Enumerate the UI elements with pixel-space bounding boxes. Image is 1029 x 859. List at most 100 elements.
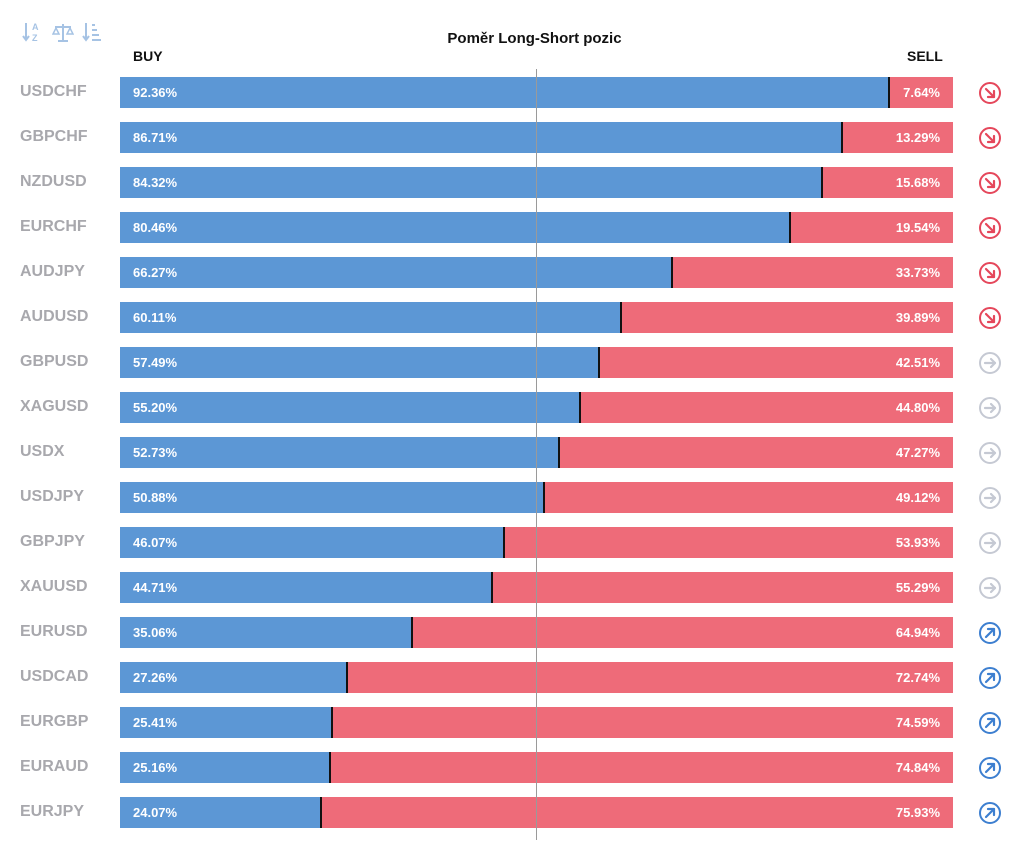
pair-symbol[interactable]: GBPCHF: [20, 128, 88, 145]
sort-descending-icon[interactable]: [82, 20, 104, 44]
pair-symbol[interactable]: GBPUSD: [20, 353, 89, 370]
sell-percent-label: 55.29%: [895, 580, 940, 595]
pair-symbol[interactable]: USDX: [20, 443, 65, 460]
buy-percent-label: 44.71%: [133, 580, 178, 595]
sell-bar: 7.64%: [889, 77, 953, 108]
sell-bar: 44.80%: [580, 392, 953, 423]
sell-bar: 74.59%: [332, 707, 953, 738]
arrow-down-right-icon[interactable]: [978, 81, 1002, 105]
buy-bar: 27.26%: [120, 662, 347, 693]
pair-symbol[interactable]: USDCHF: [20, 83, 87, 100]
arrow-right-icon[interactable]: [978, 486, 1002, 510]
sentiment-bar[interactable]: 25.16% 74.84%: [120, 752, 953, 783]
sort-alphabetical-icon[interactable]: A Z: [22, 20, 44, 44]
sentiment-bar[interactable]: 27.26% 72.74%: [120, 662, 953, 693]
pair-row: USDCAD 27.26% 72.74%: [0, 662, 1029, 693]
bar-divider: [411, 617, 413, 648]
sentiment-bar[interactable]: 55.20% 44.80%: [120, 392, 953, 423]
sentiment-bar[interactable]: 44.71% 55.29%: [120, 572, 953, 603]
sell-bar: 13.29%: [842, 122, 953, 153]
pair-symbol[interactable]: USDCAD: [20, 668, 89, 685]
sentiment-bar[interactable]: 86.71% 13.29%: [120, 122, 953, 153]
bar-divider: [503, 527, 505, 558]
arrow-right-icon[interactable]: [978, 396, 1002, 420]
pair-symbol[interactable]: AUDUSD: [20, 308, 89, 325]
pair-row: AUDUSD 60.11% 39.89%: [0, 302, 1029, 333]
sentiment-bar[interactable]: 24.07% 75.93%: [120, 797, 953, 828]
buy-bar: 35.06%: [120, 617, 412, 648]
buy-bar: 84.32%: [120, 167, 822, 198]
sentiment-bar[interactable]: 25.41% 74.59%: [120, 707, 953, 738]
arrow-down-right-icon[interactable]: [978, 261, 1002, 285]
buy-bar: 50.88%: [120, 482, 544, 513]
buy-percent-label: 86.71%: [133, 130, 178, 145]
sentiment-bar[interactable]: 92.36% 7.64%: [120, 77, 953, 108]
pair-symbol[interactable]: EURUSD: [20, 623, 88, 640]
pair-symbol[interactable]: USDJPY: [20, 488, 85, 505]
sell-percent-label: 72.74%: [895, 670, 940, 685]
arrow-up-right-icon[interactable]: [978, 621, 1002, 645]
bar-divider: [320, 797, 322, 828]
pair-symbol[interactable]: EURGBP: [20, 713, 89, 730]
sell-percent-label: 64.94%: [895, 625, 940, 640]
arrow-down-right-icon[interactable]: [978, 306, 1002, 330]
sell-bar: 19.54%: [790, 212, 953, 243]
arrow-right-icon[interactable]: [978, 351, 1002, 375]
sentiment-bar[interactable]: 60.11% 39.89%: [120, 302, 953, 333]
pair-row: USDJPY 50.88% 49.12%: [0, 482, 1029, 513]
sell-percent-label: 33.73%: [895, 265, 940, 280]
sell-percent-label: 49.12%: [895, 490, 940, 505]
pair-symbol[interactable]: EURJPY: [20, 803, 85, 820]
arrow-up-right-icon[interactable]: [978, 666, 1002, 690]
sentiment-bar[interactable]: 80.46% 19.54%: [120, 212, 953, 243]
sell-header: SELL: [907, 48, 943, 64]
buy-bar: 57.49%: [120, 347, 599, 378]
arrow-up-right-icon[interactable]: [978, 756, 1002, 780]
arrow-up-right-icon[interactable]: [978, 711, 1002, 735]
sentiment-bar[interactable]: 50.88% 49.12%: [120, 482, 953, 513]
pair-symbol[interactable]: GBPJPY: [20, 533, 85, 550]
buy-percent-label: 80.46%: [133, 220, 178, 235]
balance-scale-icon[interactable]: [52, 20, 74, 44]
pair-symbol[interactable]: EURAUD: [20, 758, 89, 775]
buy-percent-label: 46.07%: [133, 535, 178, 550]
bar-divider: [671, 257, 673, 288]
pair-symbol[interactable]: NZDUSD: [20, 173, 87, 190]
sell-bar: 39.89%: [621, 302, 953, 333]
sentiment-bar[interactable]: 46.07% 53.93%: [120, 527, 953, 558]
sentiment-bar[interactable]: 52.73% 47.27%: [120, 437, 953, 468]
pair-symbol[interactable]: AUDJPY: [20, 263, 85, 280]
buy-bar: 92.36%: [120, 77, 889, 108]
buy-percent-label: 27.26%: [133, 670, 178, 685]
sentiment-bar[interactable]: 57.49% 42.51%: [120, 347, 953, 378]
arrow-down-right-icon[interactable]: [978, 216, 1002, 240]
pair-symbol[interactable]: EURCHF: [20, 218, 87, 235]
arrow-down-right-icon[interactable]: [978, 171, 1002, 195]
sentiment-bar[interactable]: 35.06% 64.94%: [120, 617, 953, 648]
arrow-up-right-icon[interactable]: [978, 801, 1002, 825]
sell-percent-label: 75.93%: [895, 805, 940, 820]
sell-percent-label: 42.51%: [895, 355, 940, 370]
arrow-down-right-icon[interactable]: [978, 126, 1002, 150]
arrow-right-icon[interactable]: [978, 441, 1002, 465]
pair-symbol[interactable]: XAUUSD: [20, 578, 88, 595]
arrow-right-icon[interactable]: [978, 531, 1002, 555]
bar-divider: [888, 77, 890, 108]
buy-percent-label: 25.16%: [133, 760, 178, 775]
pair-symbol[interactable]: XAGUSD: [20, 398, 89, 415]
toolbar: A Z: [22, 20, 104, 44]
buy-percent-label: 92.36%: [133, 85, 178, 100]
buy-percent-label: 24.07%: [133, 805, 178, 820]
bar-divider: [579, 392, 581, 423]
bar-divider: [558, 437, 560, 468]
sell-bar: 42.51%: [599, 347, 953, 378]
arrow-right-icon[interactable]: [978, 576, 1002, 600]
sentiment-bar[interactable]: 84.32% 15.68%: [120, 167, 953, 198]
pair-row: GBPJPY 46.07% 53.93%: [0, 527, 1029, 558]
buy-percent-label: 60.11%: [133, 310, 177, 325]
sell-percent-label: 13.29%: [895, 130, 940, 145]
buy-percent-label: 25.41%: [133, 715, 178, 730]
sentiment-bar[interactable]: 66.27% 33.73%: [120, 257, 953, 288]
bar-divider: [491, 572, 493, 603]
buy-header: BUY: [133, 48, 163, 64]
